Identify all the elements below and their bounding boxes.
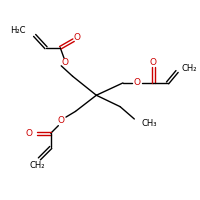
Text: O: O	[26, 129, 33, 138]
Text: CH₂: CH₂	[30, 161, 45, 170]
Text: O: O	[74, 33, 81, 42]
Text: CH₃: CH₃	[142, 119, 157, 128]
Text: O: O	[150, 58, 157, 67]
Text: O: O	[134, 78, 141, 87]
Text: O: O	[58, 116, 65, 125]
Text: CH₂: CH₂	[182, 64, 197, 73]
Text: H₂C: H₂C	[11, 26, 26, 35]
Text: O: O	[62, 58, 69, 67]
